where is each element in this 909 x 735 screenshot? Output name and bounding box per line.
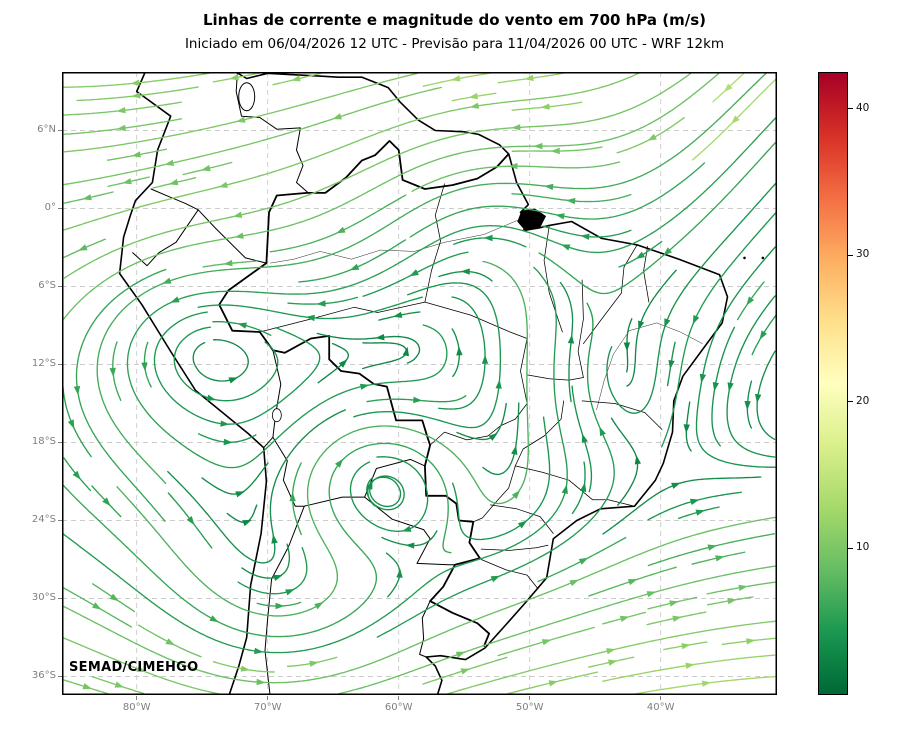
colorbar xyxy=(818,72,848,695)
chart-title: Linhas de corrente e magnitude do vento … xyxy=(202,11,707,29)
x-axis-tick-mark xyxy=(660,696,662,700)
y-axis-tick-mark xyxy=(58,676,62,677)
x-axis-tick-label: 50°W xyxy=(515,702,544,713)
y-axis-tick-mark xyxy=(58,364,62,365)
colorbar-tick-mark xyxy=(848,401,853,403)
y-axis-tick-label: 30°S xyxy=(31,591,56,603)
x-axis-tick-label: 60°W xyxy=(384,702,413,713)
colorbar-tick-label: 20 xyxy=(856,394,870,407)
x-axis-tick-label: 80°W xyxy=(122,702,151,713)
x-axis-tick-label: 70°W xyxy=(253,702,282,713)
x-axis-tick-label: 40°W xyxy=(646,702,675,713)
map-canvas xyxy=(62,72,777,695)
x-axis-tick-mark xyxy=(267,696,269,700)
y-axis-tick-label: 0° xyxy=(44,201,56,213)
y-axis-tick-label: 18°S xyxy=(31,435,56,447)
x-axis-tick-mark xyxy=(529,696,531,700)
y-axis-tick-mark xyxy=(58,442,62,443)
y-axis-tick-mark xyxy=(58,130,62,131)
colorbar-tick-mark xyxy=(848,108,853,110)
chart-subtitle: Iniciado em 06/04/2026 12 UTC - Previsão… xyxy=(184,36,725,52)
x-axis-tick-mark xyxy=(136,696,138,700)
y-axis-tick-mark xyxy=(58,208,62,209)
y-axis-tick-mark xyxy=(58,520,62,521)
colorbar-tick-mark xyxy=(848,254,853,256)
y-axis-tick-mark xyxy=(58,286,62,287)
y-axis-tick-label: 24°S xyxy=(31,513,56,525)
x-axis-tick-mark xyxy=(398,696,400,700)
colorbar-tick-label: 30 xyxy=(856,248,870,261)
y-axis-tick-label: 6°S xyxy=(38,279,56,291)
y-axis-tick-label: 36°S xyxy=(31,669,56,681)
colorbar-tick-mark xyxy=(848,547,853,549)
colorbar-tick-label: 10 xyxy=(856,541,870,554)
watermark-label: SEMAD/CIMEHGO xyxy=(69,660,199,675)
colorbar-tick-label: 40 xyxy=(856,101,870,114)
y-axis-tick-label: 6°N xyxy=(37,123,56,135)
y-axis-tick-label: 12°S xyxy=(31,357,56,369)
y-axis-tick-mark xyxy=(58,598,62,599)
